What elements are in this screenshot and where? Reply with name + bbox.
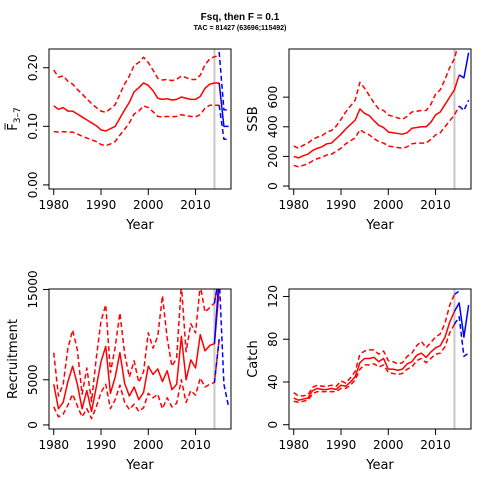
plot-area [53,49,229,189]
y-tick-label: 200 [266,145,280,168]
x-tick-label: 1990 [86,198,117,212]
x-tick-label: 2010 [180,198,211,212]
ssb-panel: 1980 1990 2000 2010 0 200 400 600 Year SSB [246,23,472,233]
x-axis-label: Year [125,218,154,233]
x-tick-label: 2010 [420,438,451,452]
y-tick-label: 0.00 [26,172,40,199]
x-axis-label: Year [365,218,394,233]
x-axis-label: Year [365,458,394,473]
series-line-upper-projection [213,289,230,408]
series-line-median-historical [52,289,220,413]
series-line-median-projection [453,302,470,338]
catch-panel: 1980 1990 2000 2010 0 40 80 120 Year Catch [246,285,472,473]
series-line-median-historical [53,82,220,132]
series-line-lower-projection [453,316,470,358]
series-line-lower-projection [458,99,470,112]
series-line-lower-historical [293,105,460,168]
x-tick-label: 2000 [133,198,164,212]
y-tick-label: 0 [266,182,280,190]
x-tick-label: 2010 [180,438,211,452]
y-axis-label-subscript: 3–7 [13,107,23,123]
y-axis-label: Catch [246,340,261,378]
series-line-upper-historical [293,49,458,150]
series-line-lower-projection [213,339,220,383]
y-tick-label: 40 [266,374,280,389]
series-line-upper-projection [218,51,229,111]
figure-subtitle: TAC = 81427 (63696;115492) [194,25,287,32]
series-line-lower-historical [53,104,220,147]
x-tick-label: 1990 [86,438,117,452]
series-line-lower-historical [53,339,220,420]
series-line-upper-historical [52,289,218,403]
y-tick-label: 15000 [26,270,40,308]
series-line-median-projection [213,289,220,344]
y-tick-label: 400 [266,115,280,138]
plot-area [52,289,230,429]
fbar-panel: 1980 1990 2000 2010 0.00 0.10 0.20 Year F̅3–7 [5,48,232,233]
y-axis-label: SSB [246,106,261,131]
series-line-lower-projection [218,105,229,140]
y-tick-label: 80 [266,332,280,347]
series-line-lower-historical [293,323,456,404]
figure-title: Fsq, then F = 0.1 [201,12,280,23]
y-tick-label: 0 [266,421,280,429]
x-tick-label: 2000 [373,438,404,452]
x-tick-label: 1990 [326,438,357,452]
series-line-upper-projection [454,289,463,295]
series-line-upper-historical [293,294,456,397]
x-tick-label: 1980 [38,198,69,212]
series-line-upper-projection [459,23,468,44]
y-tick-label: 0.10 [26,113,40,140]
series-line-upper-historical [53,55,220,114]
x-tick-label: 1990 [326,198,357,212]
y-axis-label: Recruitment [6,319,21,399]
y-tick-label: 600 [266,86,280,109]
y-tick-label: 0.20 [26,54,40,81]
y-tick-label: 0 [26,421,40,429]
x-tick-label: 1980 [38,438,69,452]
plot-frame [288,48,472,190]
plot-frame [288,288,472,430]
x-tick-label: 2000 [133,438,164,452]
plot-area [293,23,470,189]
x-tick-label: 1980 [278,198,309,212]
series-line-median-historical [293,311,456,401]
y-tick-label: 120 [266,285,280,308]
y-tick-label: 5000 [26,365,40,396]
plot-area [293,289,470,429]
x-tick-label: 1980 [278,438,309,452]
x-tick-label: 2000 [373,198,404,212]
y-axis-label: F̅3–7 [5,107,23,130]
series-line-median-historical [293,74,460,159]
series-line-median-projection [218,82,229,128]
plot-frame [48,48,232,190]
recruitment-panel: 1980 1990 2000 2010 0 5000 15000 Year Recruitmen… [6,270,232,473]
x-axis-label: Year [125,458,154,473]
series-line-median-projection [458,52,470,79]
plot-frame [48,288,232,430]
x-tick-label: 2010 [420,198,451,212]
